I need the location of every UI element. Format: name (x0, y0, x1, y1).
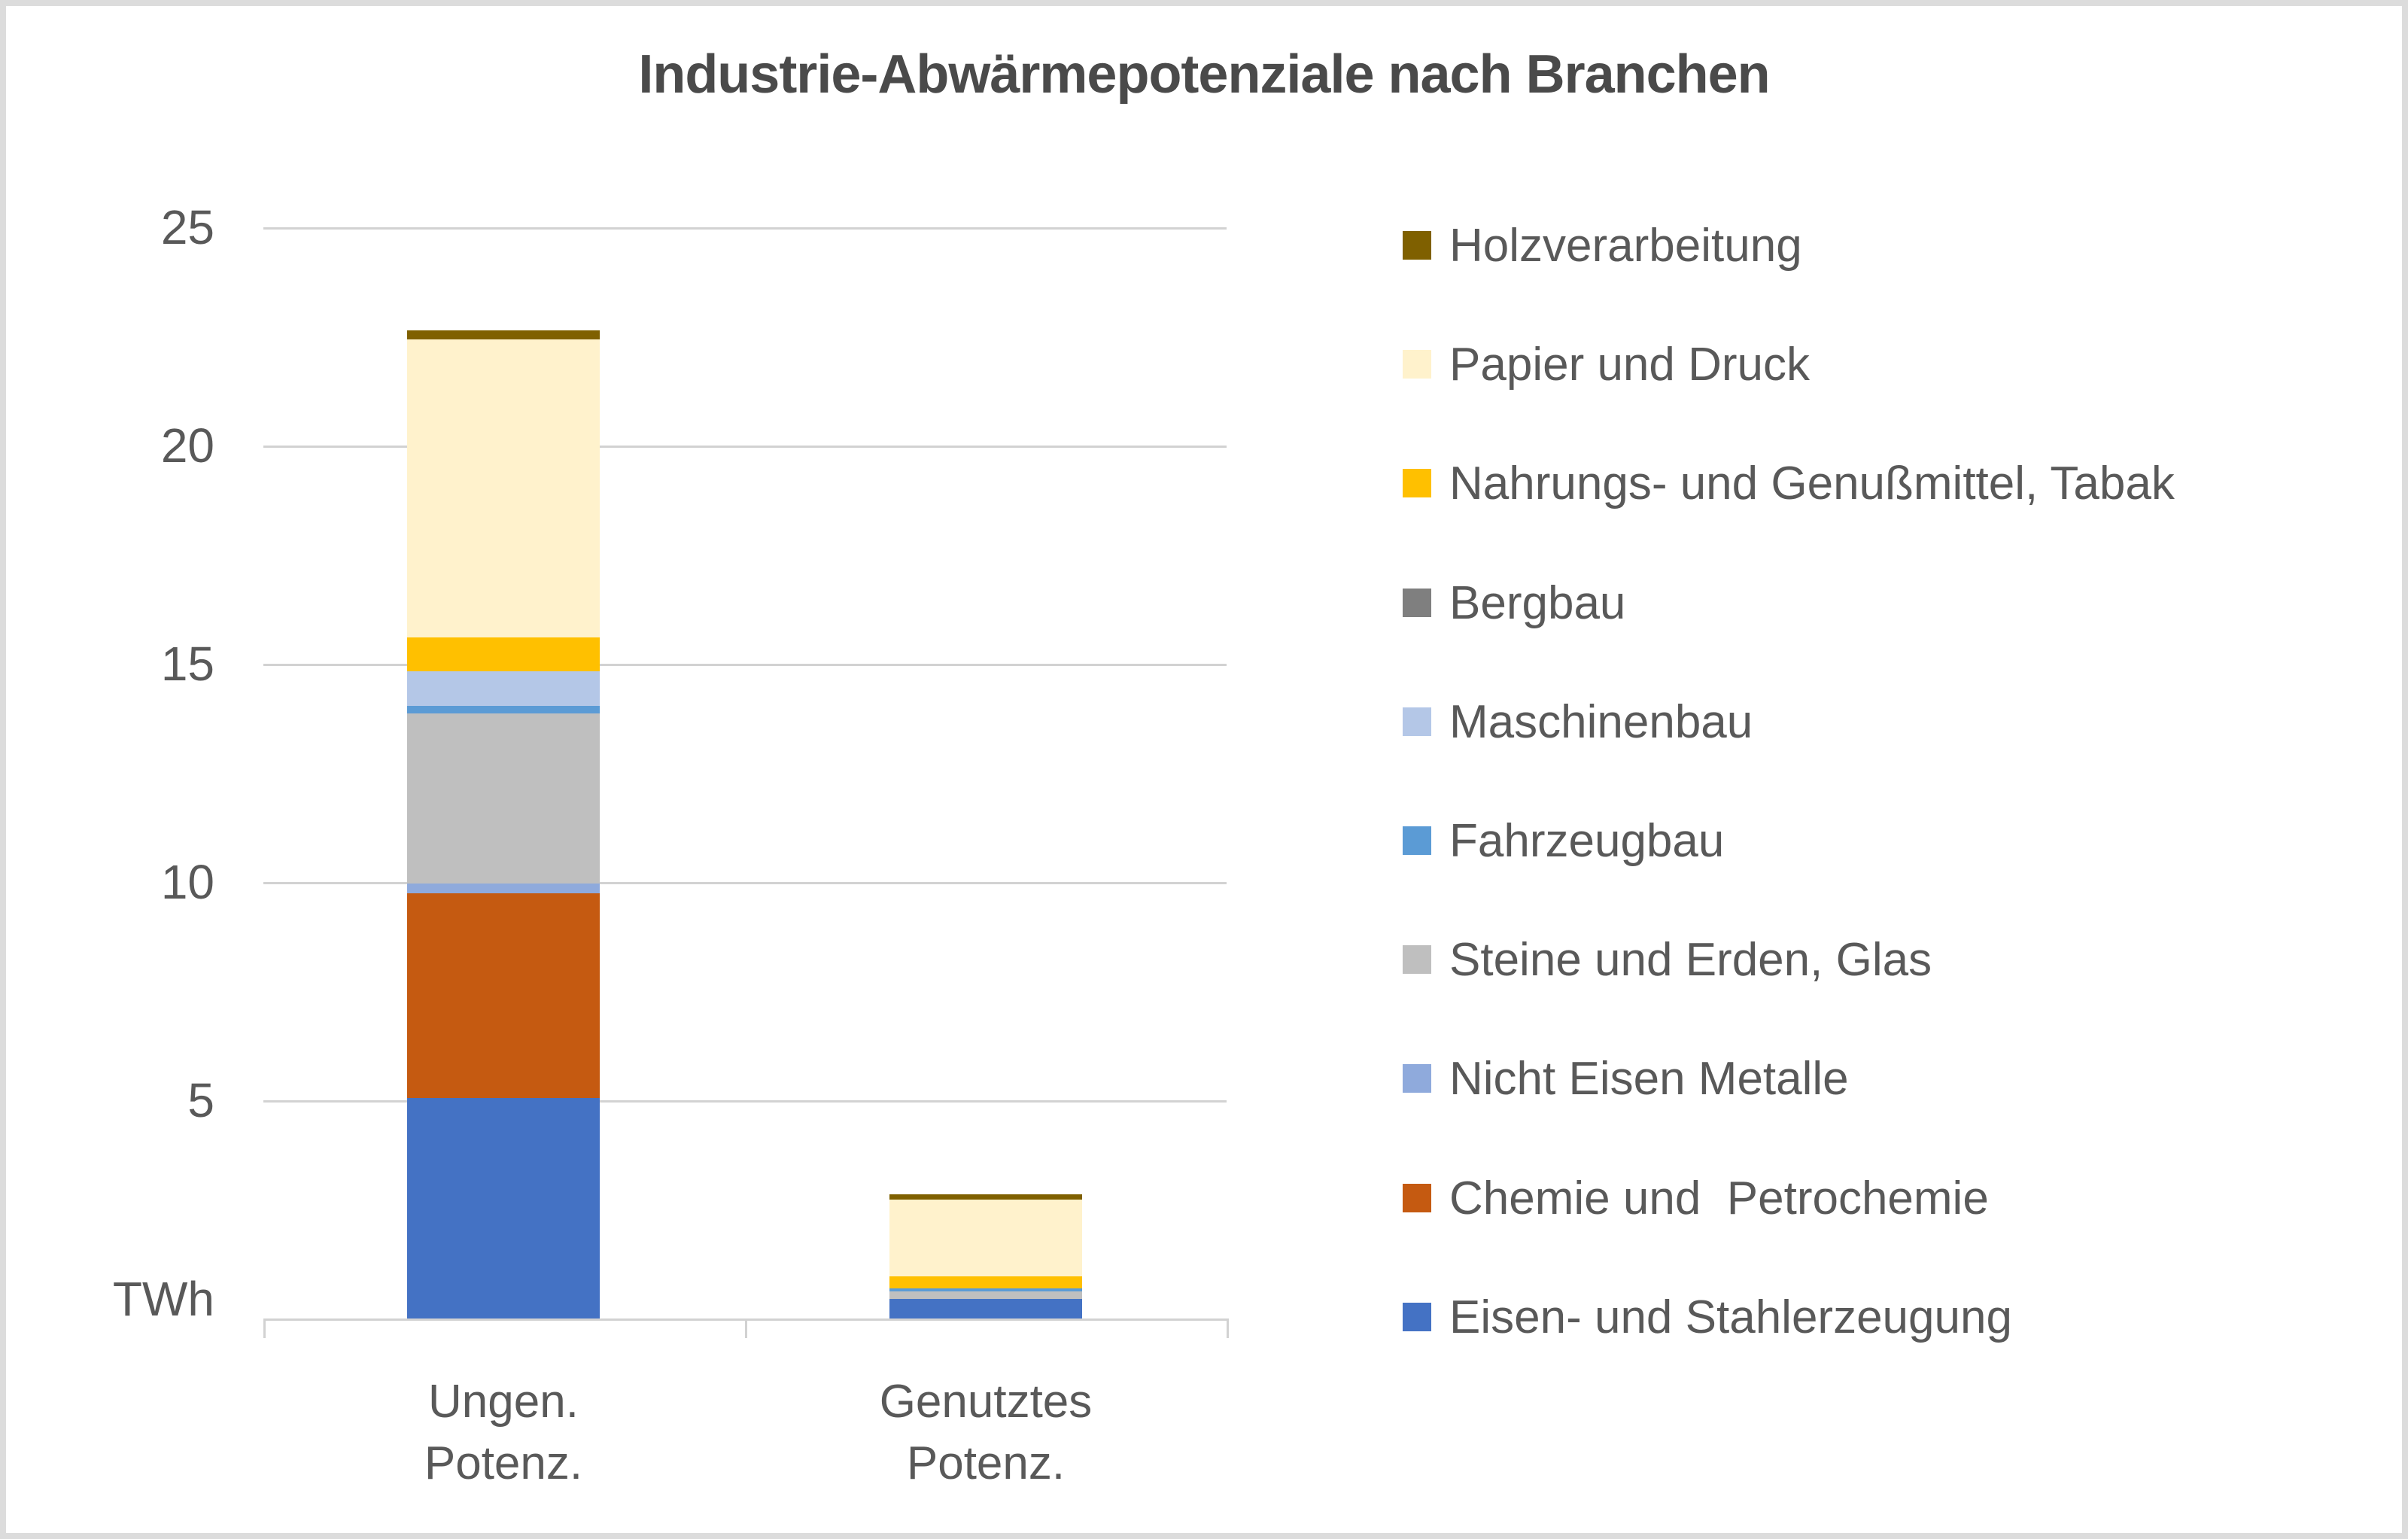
bar-segment-steine-und-erden-glas (407, 713, 600, 884)
bar-segment-eisen-und-stahlerzeugung (407, 1098, 600, 1318)
legend-label: Bergbau (1449, 576, 1626, 629)
x-category-label: Genutztes Potenz. (790, 1371, 1181, 1495)
legend-item: Chemie und Petrochemie (1403, 1153, 1989, 1243)
y-tick-label: 15 (160, 637, 214, 691)
legend-item: Fahrzeugbau (1403, 795, 1724, 886)
bar-segment-chemie-und-petrochemie (407, 893, 600, 1098)
legend-color-swatch (1403, 945, 1431, 974)
y-axis-unit-label: TWh (112, 1272, 214, 1326)
legend-color-swatch (1403, 1064, 1431, 1093)
bar-segment-papier-und-druck (889, 1200, 1082, 1276)
gridline (263, 1100, 1227, 1103)
legend-color-swatch (1403, 1184, 1431, 1212)
x-category-label-line: Potenz. (424, 1437, 583, 1489)
x-category-label-line: Potenz. (906, 1437, 1066, 1489)
legend-label: Papier und Druck (1449, 338, 1811, 391)
legend-label: Steine und Erden, Glas (1449, 933, 1932, 986)
x-category-label-line: Ungen. (428, 1376, 579, 1428)
y-tick-label: 5 (187, 1073, 214, 1127)
bar-segment-steine-und-erden-glas (889, 1291, 1082, 1299)
x-axis-tick (745, 1318, 747, 1338)
legend-label: Fahrzeugbau (1449, 814, 1725, 867)
gridline (263, 664, 1227, 666)
legend-label: Maschinenbau (1449, 695, 1753, 748)
bar-segment-fahrzeugbau (407, 706, 600, 713)
legend-item: Eisen- und Stahlerzeugung (1403, 1272, 2012, 1362)
x-axis-tick (1227, 1318, 1229, 1338)
bar-segment-maschinenbau (407, 671, 600, 706)
legend-color-swatch (1403, 707, 1431, 736)
bar-segment-fahrzeugbau (889, 1288, 1082, 1291)
legend-color-swatch (1403, 350, 1431, 379)
legend-item: Maschinenbau (1403, 677, 1753, 767)
y-tick-label: 20 (160, 418, 214, 473)
bar-segment-nicht-eisen-metalle (407, 884, 600, 893)
gridline (263, 446, 1227, 448)
legend-label: Holzverarbeitung (1449, 219, 1802, 272)
legend-color-swatch (1403, 1303, 1431, 1331)
bar-segment-holzverarbeitung (407, 330, 600, 339)
chart-title: Industrie-Abwärmepotenziale nach Branche… (638, 44, 1770, 105)
legend-item: Papier und Druck (1403, 319, 1810, 409)
legend-item: Bergbau (1403, 558, 1625, 648)
legend-label: Nahrungs- und Genußmittel, Tabak (1449, 457, 2175, 509)
gridline (263, 882, 1227, 884)
bar-segment-nahrungs-und-genu-mittel-tabak (889, 1276, 1082, 1288)
y-tick-label: 10 (160, 855, 214, 909)
legend-item: Holzverarbeitung (1403, 200, 1802, 290)
x-category-label-line: Genutztes (879, 1376, 1093, 1428)
bar-segment-papier-und-druck (407, 339, 600, 637)
legend-label: Chemie und Petrochemie (1449, 1172, 1989, 1224)
legend-item: Steine und Erden, Glas (1403, 914, 1932, 1005)
legend-color-swatch (1403, 231, 1431, 260)
legend-color-swatch (1403, 469, 1431, 497)
legend-item: Nahrungs- und Genußmittel, Tabak (1403, 438, 2175, 528)
legend-item: Nicht Eisen Metalle (1403, 1033, 1849, 1124)
bar-segment-eisen-und-stahlerzeugung (889, 1299, 1082, 1318)
bar-segment-holzverarbeitung (889, 1194, 1082, 1200)
y-tick-label: 25 (160, 200, 214, 254)
gridline (263, 227, 1227, 230)
legend-color-swatch (1403, 589, 1431, 617)
legend-color-swatch (1403, 826, 1431, 855)
x-category-label: Ungen. Potenz. (308, 1371, 699, 1495)
legend-label: Eisen- und Stahlerzeugung (1449, 1291, 2012, 1343)
bar-segment-nahrungs-und-genu-mittel-tabak (407, 637, 600, 671)
legend-label: Nicht Eisen Metalle (1449, 1052, 1849, 1105)
x-axis-tick (263, 1318, 266, 1338)
